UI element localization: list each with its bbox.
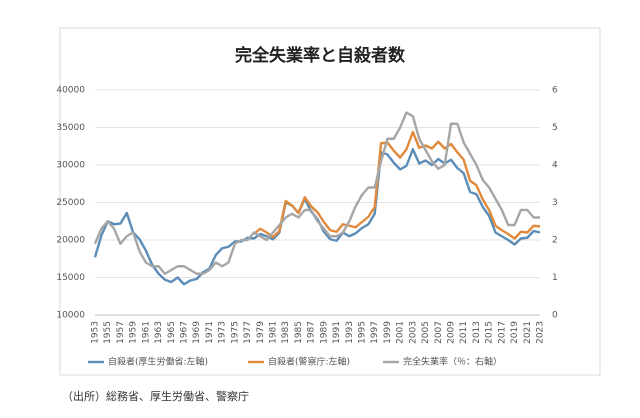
x-tick-label: 1985 [294, 321, 304, 344]
x-tick-label: 2017 [497, 321, 507, 344]
x-tick-label: 1953 [91, 321, 101, 344]
x-tick-label: 2005 [421, 321, 431, 344]
x-tick-label: 2011 [459, 321, 469, 344]
x-tick-label: 1955 [103, 321, 113, 344]
x-tick-label: 2021 [523, 321, 533, 344]
y2-tick-label: 4 [552, 161, 558, 171]
x-tick-label: 1973 [218, 321, 228, 344]
x-tick-label: 1969 [192, 321, 202, 344]
chart-title: 完全失業率と自殺者数 [235, 45, 406, 66]
y2-tick-label: 3 [552, 198, 558, 208]
x-tick-label: 1957 [116, 321, 126, 344]
y2-tick-label: 6 [552, 86, 558, 96]
x-tick-label: 1977 [243, 321, 253, 344]
series-line [93, 111, 540, 275]
y-tick-label: 15000 [56, 273, 85, 283]
x-tick-label: 1983 [281, 321, 291, 344]
y-tick-label: 30000 [56, 161, 85, 171]
series-line [253, 130, 541, 240]
y2-tick-label: 1 [552, 273, 558, 283]
x-tick-label: 1963 [154, 321, 164, 344]
x-tick-label: 1965 [167, 321, 177, 344]
x-tick-label: 1971 [205, 321, 215, 344]
x-tick-label: 2013 [472, 321, 482, 344]
y-tick-label: 40000 [56, 86, 85, 96]
legend-label: 自殺者(警察庁:左軸) [268, 356, 350, 368]
x-tick-label: 2003 [408, 321, 418, 344]
x-tick-label: 2009 [447, 321, 457, 344]
x-tick-label: 1991 [332, 321, 342, 344]
y-tick-label: 20000 [56, 236, 85, 246]
x-tick-label: 1993 [345, 321, 355, 344]
x-tick-label: 1959 [129, 321, 139, 344]
legend-label: 完全失業率（％：右軸） [403, 356, 502, 368]
x-tick-label: 1975 [230, 321, 240, 344]
x-tick-label: 1981 [269, 321, 279, 344]
source-note: （出所）総務省、厚生労働省、警察庁 [62, 389, 249, 403]
x-tick-label: 1997 [370, 321, 380, 344]
y2-tick-label: 5 [552, 123, 558, 133]
x-tick-label: 1999 [383, 321, 393, 344]
y-tick-label: 35000 [56, 123, 85, 133]
y-tick-label: 10000 [56, 311, 85, 321]
x-tick-label: 1967 [180, 321, 190, 344]
x-tick-label: 1995 [358, 321, 368, 344]
x-tick-label: 2019 [510, 321, 520, 344]
y2-tick-label: 2 [552, 236, 558, 246]
x-tick-label: 2015 [485, 321, 495, 344]
x-tick-label: 1989 [319, 321, 329, 344]
x-tick-label: 1979 [256, 321, 266, 344]
x-tick-label: 2023 [536, 321, 546, 344]
y-tick-label: 25000 [56, 198, 85, 208]
x-tick-label: 2001 [396, 321, 406, 344]
x-tick-label: 2007 [434, 321, 444, 344]
x-tick-label: 1961 [141, 321, 151, 344]
x-tick-label: 1987 [307, 321, 317, 344]
legend-label: 自殺者(厚生労働省:左軸) [108, 356, 208, 368]
chart-frame [59, 27, 601, 376]
y2-tick-label: 0 [552, 311, 558, 321]
